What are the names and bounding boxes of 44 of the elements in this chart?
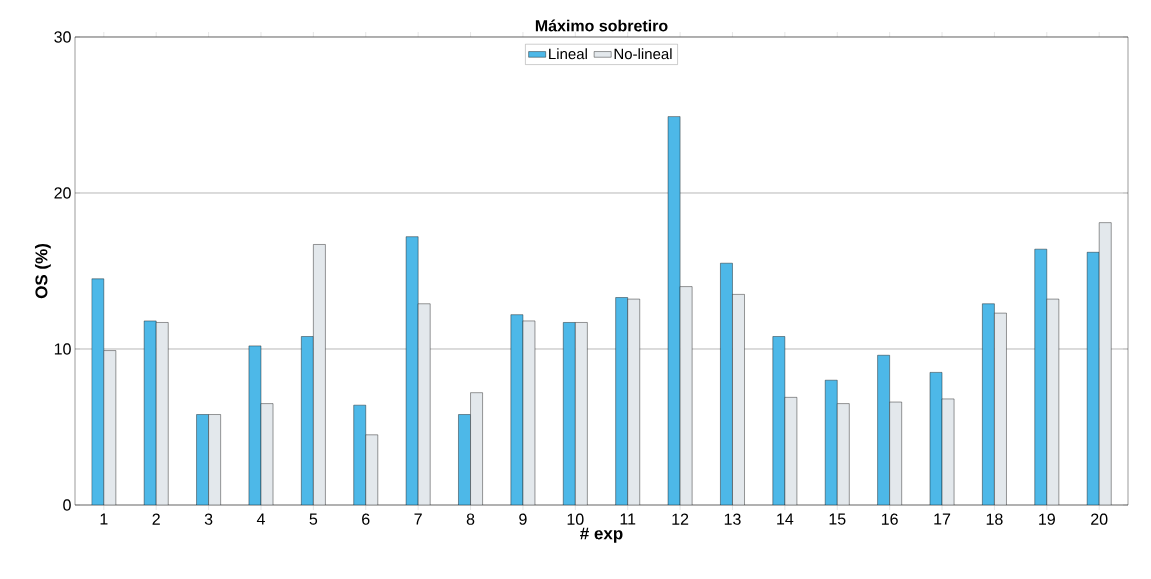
x-tick-label: 1 bbox=[100, 513, 108, 525]
x-tick-label: 12 bbox=[672, 513, 689, 525]
chart-title: Máximo sobretiro bbox=[535, 19, 668, 32]
y-tick-label: 30 bbox=[54, 31, 71, 43]
bar bbox=[1086, 252, 1100, 505]
x-tick-label: 16 bbox=[881, 513, 898, 525]
bar bbox=[615, 297, 628, 505]
bar bbox=[563, 322, 576, 505]
x-tick-label: 18 bbox=[986, 513, 1003, 525]
y-tick-label: 10 bbox=[54, 343, 71, 355]
y-axis-title: OS (%) bbox=[34, 244, 51, 299]
x-tick-label: 8 bbox=[466, 513, 475, 525]
y-tick-label: 20 bbox=[54, 187, 71, 199]
bar bbox=[458, 414, 471, 505]
bar bbox=[1034, 248, 1048, 505]
x-tick-label: 10 bbox=[567, 513, 584, 525]
x-tick-label: 14 bbox=[777, 513, 794, 525]
bar bbox=[877, 355, 890, 505]
x-tick-label: 5 bbox=[309, 513, 318, 525]
bar bbox=[91, 278, 105, 505]
x-tick-label: 9 bbox=[519, 513, 527, 525]
x-tick-label: 3 bbox=[204, 513, 213, 525]
x-tick-label: 7 bbox=[414, 513, 422, 525]
x-tick-label: 4 bbox=[256, 513, 265, 525]
bar bbox=[982, 303, 995, 505]
x-tick-label: 15 bbox=[829, 513, 846, 525]
bar bbox=[196, 414, 209, 505]
legend-label: Lineal bbox=[549, 48, 587, 60]
bar bbox=[772, 336, 786, 505]
x-axis-title: # exp bbox=[580, 527, 623, 543]
y-tick-label: 0 bbox=[63, 499, 71, 511]
x-tick-label: 6 bbox=[362, 513, 370, 525]
x-tick-label: 2 bbox=[152, 513, 160, 525]
x-tick-label: 11 bbox=[620, 513, 636, 525]
legend-label: No-lineal bbox=[614, 48, 672, 60]
bar bbox=[301, 336, 314, 505]
bar bbox=[143, 320, 157, 505]
x-tick-label: 13 bbox=[724, 513, 741, 525]
bar bbox=[720, 263, 733, 505]
bar bbox=[825, 380, 838, 505]
x-tick-label: 19 bbox=[1039, 513, 1055, 525]
x-tick-label: 17 bbox=[934, 513, 951, 525]
x-tick-label: 20 bbox=[1091, 513, 1108, 525]
bar bbox=[353, 404, 366, 505]
